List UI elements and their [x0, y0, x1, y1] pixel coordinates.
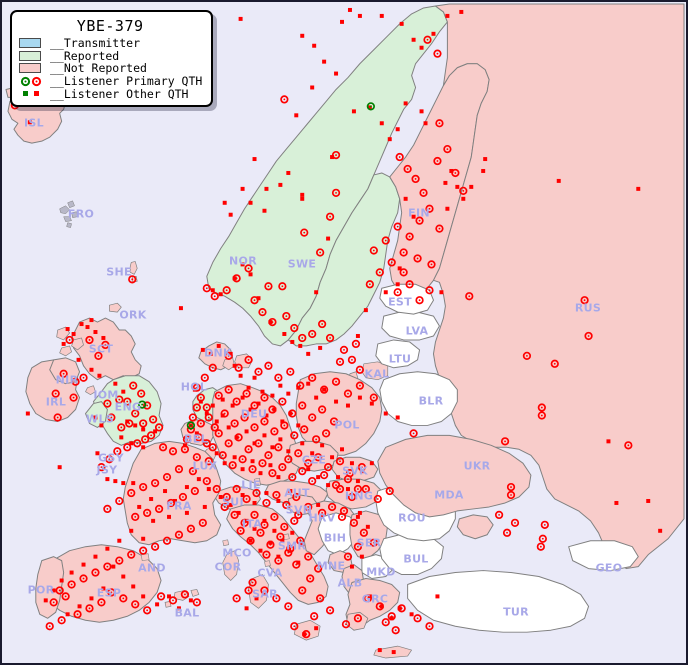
scotland-islay: [59, 345, 72, 357]
legend-row-swatch-transmitter[interactable]: __Transmitter: [18, 37, 202, 50]
ukraine-crimea: [456, 514, 494, 540]
marker-other-qth-green-icon: [20, 88, 31, 99]
legend-row-swatch-reported[interactable]: __Reported: [18, 50, 202, 63]
legend-row-swatch-not-reported[interactable]: __Not Reported: [18, 62, 202, 75]
marker-primary-qth-key: [18, 76, 48, 87]
country-belarus: [379, 371, 458, 426]
france-corsica: [222, 550, 239, 581]
country-poland: [295, 371, 383, 456]
country-andorra: [140, 553, 150, 561]
swatch-not-reported-key: [18, 63, 48, 74]
country-serbia: [349, 510, 389, 560]
swatch-transmitter-label: __Transmitter: [50, 36, 141, 51]
marker-other-qth-key: [18, 88, 48, 99]
listener-markers[interactable]: [10, 7, 663, 655]
swatch-transmitter: [19, 38, 41, 49]
legend-row-marker-primary-qth[interactable]: __Listener Primary QTH: [18, 75, 202, 88]
swatch-transmitter-key: [18, 38, 48, 49]
country-faroe: [59, 200, 78, 228]
legend-row-marker-other-qth[interactable]: __Listener Other QTH: [18, 87, 202, 100]
country-latvia: [381, 311, 440, 341]
country-vatican: [264, 560, 271, 567]
legend-rows: __Transmitter __Reported __Not Reported __L…: [18, 37, 202, 100]
country-france: [122, 440, 222, 546]
country-georgia: [568, 540, 639, 572]
scotland-skye: [71, 337, 84, 351]
country-monaco: [222, 539, 229, 547]
swatch-not-reported-label: __Not Reported: [50, 61, 147, 76]
landmasses: [5, 3, 685, 659]
swatch-not-reported: [19, 63, 41, 74]
marker-other-qth-label: __Listener Other QTH: [50, 86, 189, 101]
country-isle-of-man: [85, 385, 96, 395]
marker-other-qth-red-icon: [31, 88, 42, 99]
map-legend[interactable]: YBE-379 __Transmitter __Reported __Not Rep…: [10, 10, 214, 107]
country-orkney: [109, 302, 122, 313]
swatch-reported: [19, 50, 41, 61]
swatch-reported-key: [18, 50, 48, 61]
marker-primary-qth-red-icon: [31, 76, 42, 87]
country-germany: [212, 383, 301, 486]
legend-title: YBE-379: [76, 17, 144, 35]
country-liechtenstein: [254, 477, 261, 487]
swatch-reported-label: __Reported: [50, 48, 120, 63]
country-lithuania: [375, 339, 421, 369]
marker-primary-qth-label: __Listener Primary QTH: [50, 74, 203, 89]
marker-primary-qth-green-icon: [20, 76, 31, 87]
country-turkey: [407, 570, 590, 633]
